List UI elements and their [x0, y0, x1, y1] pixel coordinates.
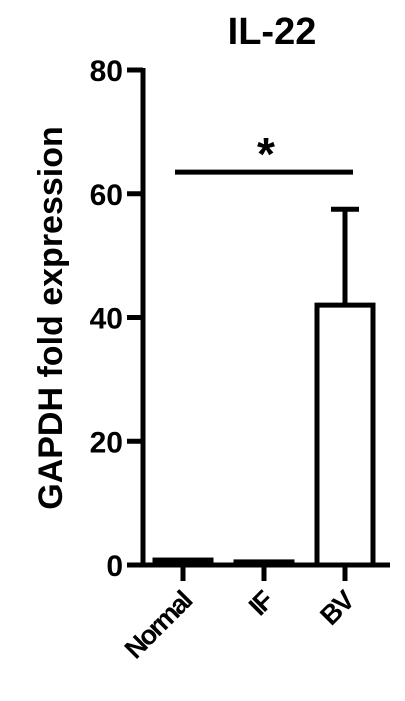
y-tick-label-0: 0 [106, 550, 123, 583]
y-axis-label: GAPDH fold expression [32, 126, 70, 510]
x-tick-label-normal: Normal [119, 586, 198, 665]
bar-bv [314, 302, 376, 568]
y-tick-label-40: 40 [90, 303, 123, 336]
y-tick-label-20: 20 [90, 426, 123, 459]
y-tick-label-60: 60 [90, 179, 123, 212]
x-tick-label-if: IF [243, 585, 279, 621]
plot-area: 0 20 40 60 80 Normal IF BV * [90, 55, 390, 665]
significance-marker: * [257, 128, 275, 180]
x-tick-label-bv: BV [314, 585, 360, 631]
y-tick-label-80: 80 [90, 55, 123, 88]
chart-title: IL-22 [228, 11, 317, 53]
